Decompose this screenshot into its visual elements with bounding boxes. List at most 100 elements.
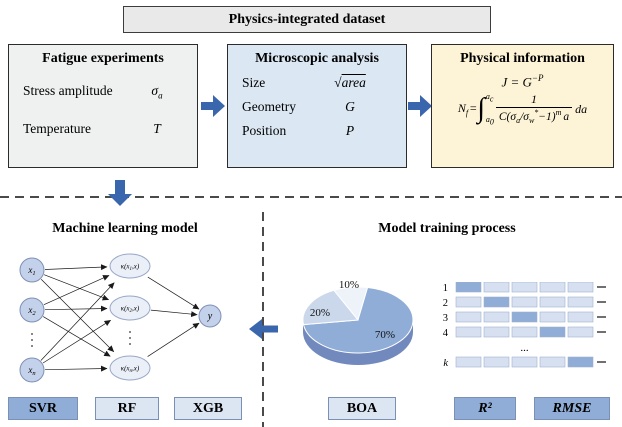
pie-label: 70%	[375, 329, 395, 341]
ellipsis-dots	[31, 339, 33, 341]
kfold-segment	[539, 296, 566, 308]
kfold-row-label: 4	[443, 328, 449, 339]
nn-edge	[40, 282, 115, 361]
fraction-denominator: C(σa/σw*−1)m a	[495, 107, 573, 126]
integral-sign: ∫	[477, 93, 485, 125]
equation-j: J = G−P	[501, 73, 544, 90]
eq-lhs: Nf =	[457, 101, 478, 118]
nn-output-node	[198, 304, 222, 328]
nn-input-node	[19, 297, 45, 323]
nn-hidden-node	[109, 253, 151, 279]
nn-node-label: κ(x2,x)	[121, 305, 140, 315]
micro-row-position: Position P	[228, 123, 406, 139]
kfold-row-label: 1	[443, 283, 448, 294]
nn-node-label: xn	[27, 365, 35, 377]
kfold-segment	[455, 296, 482, 308]
micro-row-label: Geometry	[242, 99, 296, 114]
ellipsis-dots	[129, 343, 131, 345]
kfold-segment	[511, 356, 538, 368]
boa-button: BOA	[328, 397, 396, 420]
micro-row-label: Size	[242, 75, 266, 90]
nn-node-label: y	[207, 311, 213, 322]
micro-row-symbol: G	[345, 99, 355, 114]
neural-network-diagram: x1 x2 xn κ(x1,x) κ(x2,x) κ(xn,x) y	[19, 253, 222, 383]
kfold-row-label: 2	[443, 298, 448, 309]
rmse-button: RMSE	[534, 397, 610, 420]
micro-row-symbol: P	[345, 123, 355, 138]
kfold-segment	[567, 356, 594, 368]
pie-chart: 70% 20% 10%	[302, 279, 414, 365]
xgb-button: XGB	[174, 397, 242, 420]
kfold-segment	[511, 326, 538, 338]
kfold-segment	[539, 326, 566, 338]
arrow-microscopic-to-physical	[408, 95, 432, 117]
nn-input-node	[19, 357, 45, 383]
kfold-segment	[483, 356, 510, 368]
microscopic-title: Microscopic analysis	[255, 51, 379, 66]
physical-title: Physical information	[460, 51, 585, 66]
arrow-fatigue-to-microscopic	[201, 95, 225, 117]
nn-edge	[44, 305, 108, 312]
kfold-segment	[567, 282, 594, 293]
kfold-segment	[455, 326, 482, 338]
micro-row-size: Size √area	[228, 75, 406, 91]
kfold-segment	[567, 311, 594, 323]
kfold-segment	[511, 311, 538, 323]
ellipsis-dots	[31, 345, 33, 347]
fatigue-row-stress: Stress amplitude σa	[9, 83, 197, 101]
nn-node-label: x2	[27, 305, 36, 317]
kfold-segment	[483, 326, 510, 338]
kfold-segment	[567, 326, 594, 338]
kfold-segment	[455, 311, 482, 323]
fatigue-row-temperature: Temperature T	[9, 121, 197, 139]
nn-edge	[43, 274, 110, 301]
header-box: Physics-integrated dataset	[123, 6, 491, 33]
header-title: Physics-integrated dataset	[228, 11, 386, 27]
pie-depth	[303, 320, 413, 365]
kfold-segment	[455, 356, 482, 368]
nn-edge	[44, 365, 108, 372]
svr-button: SVR	[8, 397, 78, 420]
nn-input-node	[19, 257, 45, 283]
kfold-segment	[483, 296, 510, 308]
nn-node-label: κ(xn,x)	[121, 365, 140, 375]
integral-limits: ac a0	[485, 92, 494, 127]
micro-row-geometry: Geometry G	[228, 99, 406, 115]
nn-node-label: κ(x1,x)	[121, 263, 140, 273]
kfold-segment	[455, 282, 482, 293]
nn-edge	[42, 320, 112, 364]
nn-edge	[43, 316, 111, 357]
nn-edge	[44, 264, 108, 271]
ml-panel-title: Machine learning model	[52, 221, 198, 236]
pie-label: 10%	[339, 279, 359, 291]
vertical-dashed-divider	[262, 212, 264, 427]
rf-button: RF	[95, 397, 159, 420]
nn-edge	[43, 275, 110, 306]
fraction: 1 C(σa/σw*−1)m a	[495, 92, 573, 126]
pie-slice	[302, 289, 359, 326]
nn-hidden-node	[109, 295, 151, 321]
kfold-segment	[483, 311, 510, 323]
physical-information-box: Physical information J = G−P Nf = ∫ ac a…	[431, 44, 614, 168]
kfold-segment	[539, 311, 566, 323]
nn-edge	[150, 309, 198, 318]
fatigue-row-label: Temperature	[23, 120, 92, 136]
r2-button: R²	[454, 397, 516, 420]
fatigue-row-label: Stress amplitude	[23, 83, 113, 98]
kfold-row-label: k	[443, 358, 448, 369]
arrow-training-to-model	[249, 319, 278, 339]
ellipsis-dots	[129, 337, 131, 339]
kfold-row-label: 3	[443, 313, 448, 324]
micro-row-label: Position	[242, 123, 287, 138]
fatigue-experiments-box: Fatigue experiments Stress amplitude σa …	[8, 44, 198, 168]
micro-row-symbol: √area	[334, 75, 366, 90]
kfold-segment	[567, 296, 594, 308]
kfold-diagram: 1 2 3 4... k	[443, 282, 606, 369]
kfold-segment	[539, 356, 566, 368]
nn-node-label: x1	[27, 265, 35, 277]
fatigue-row-symbol: T	[153, 120, 161, 136]
kfold-ellipsis: ...	[520, 342, 529, 354]
nn-edge	[40, 278, 115, 353]
microscopic-analysis-box: Microscopic analysis Size √area Geometry…	[227, 44, 407, 168]
